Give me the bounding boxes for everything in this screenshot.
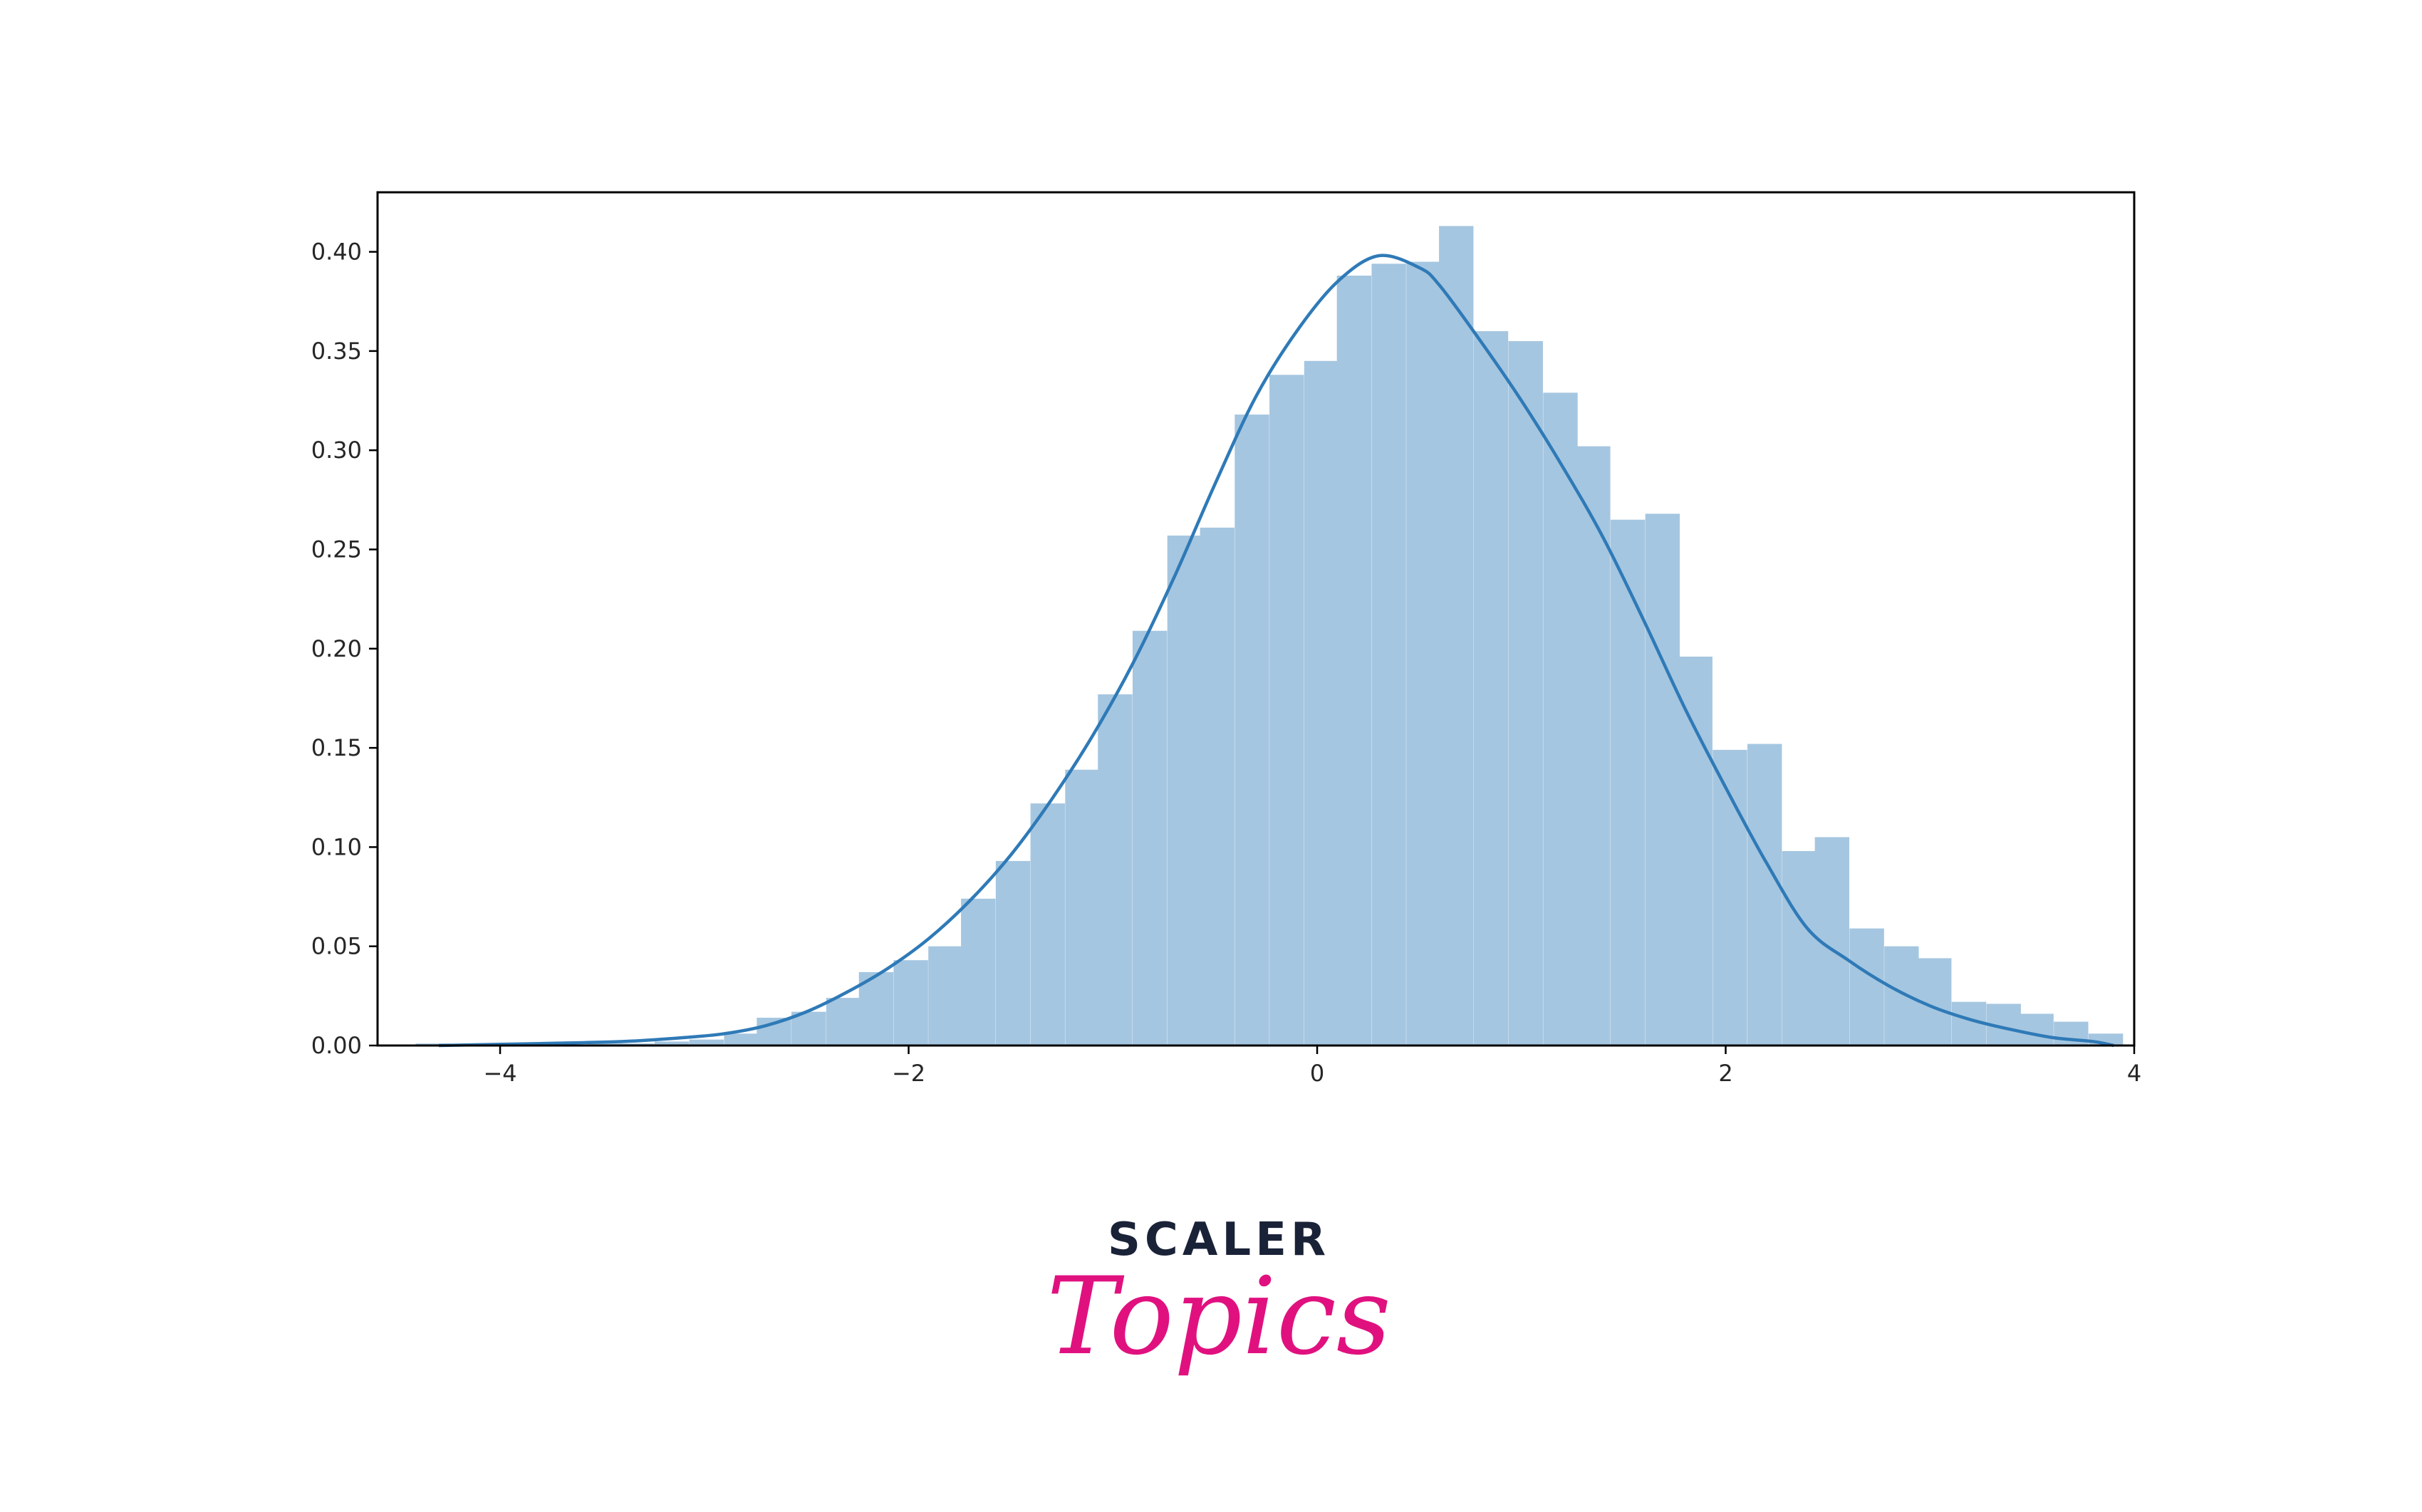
y-tick-label: 0.10 [311,833,362,860]
histogram-bar [1645,513,1680,1046]
histogram-bar [1098,694,1133,1046]
x-tick-label: −4 [483,1060,516,1087]
histogram-bar [1508,340,1543,1046]
histogram-bar [961,898,996,1046]
y-tick-label: 0.30 [311,437,362,464]
histogram-bar [2019,1013,2054,1046]
histogram-bar [1439,226,1474,1046]
y-tick-label: 0.20 [311,635,362,662]
y-tick-label: 0.05 [311,933,362,960]
histogram-bar [1235,415,1269,1046]
histogram-bar [1747,744,1782,1046]
y-axis: 0.00 0.05 0.10 0.15 0.20 0.25 0.30 0.35 0.40 [311,239,378,1059]
logo-topics-text: Topics [1046,1255,1391,1379]
y-tick-label: 0.00 [311,1032,362,1059]
scaler-topics-logo: SCALER Topics [1046,1214,1391,1379]
histogram-bar [858,971,894,1046]
y-tick-label: 0.15 [311,734,362,761]
histogram-bar [1269,375,1304,1046]
histogram-bar [1030,803,1065,1046]
histogram-bar [689,1039,724,1046]
histogram-bar [791,1011,826,1046]
histogram-bar [1406,261,1441,1046]
histogram-bars [415,226,2124,1046]
y-tick-label: 0.25 [311,536,362,563]
x-tick-label: 4 [2127,1060,2141,1087]
logo-scaler-text: SCALER [1108,1214,1330,1266]
histogram-bar [1678,656,1712,1046]
histogram-bar [654,1041,690,1046]
y-tick-label: 0.35 [311,338,362,365]
histogram-bar [1610,519,1646,1046]
kde-curve [438,254,2114,1048]
histogram-bar [1065,769,1100,1046]
histogram-bar [928,946,963,1046]
histogram-bar [1336,276,1372,1046]
y-tick-label: 0.40 [311,239,362,266]
x-tick-label: 2 [1718,1060,1732,1087]
axes-frame [376,191,2136,1047]
histogram-bar [1371,264,1406,1046]
x-axis: −4 −2 0 2 4 [483,1046,2141,1087]
histogram-bar [826,998,861,1046]
histogram-bar [1200,527,1235,1046]
histogram-bar [1132,630,1168,1046]
x-tick-label: 0 [1310,1060,1324,1087]
histogram-bar [893,960,928,1046]
histogram-bar [724,1033,759,1046]
histogram-bar [1884,946,1919,1046]
histogram-bar [1473,331,1509,1046]
histogram-bar [1576,446,1611,1046]
histogram-bar [1782,850,1817,1046]
histogram-bar [1712,749,1747,1046]
histogram-bar [1543,392,1578,1046]
histogram-bar [995,860,1031,1046]
histogram-bar [1167,535,1202,1046]
histogram-bar [1849,928,1884,1046]
histogram-bar [1304,360,1339,1046]
x-tick-label: −2 [892,1060,925,1087]
